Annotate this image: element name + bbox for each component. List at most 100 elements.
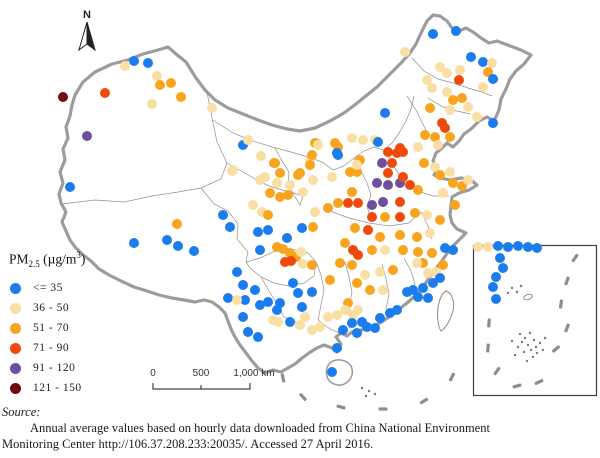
station-dot [422, 75, 432, 85]
station-dot [263, 210, 273, 220]
station-dot [523, 242, 533, 252]
station-dot [463, 102, 473, 112]
island-speck [518, 332, 522, 336]
station-dot [218, 210, 228, 220]
dash-segment [551, 345, 561, 353]
legend-title-sup: 3 [76, 250, 81, 260]
station-dot [207, 103, 217, 113]
station-dot [143, 58, 153, 68]
station-dot [232, 295, 242, 305]
legend-title-mid: (µg/m [39, 251, 77, 267]
station-dot [360, 270, 370, 280]
station-dot [325, 275, 335, 285]
station-dot [172, 219, 182, 229]
station-dot [297, 223, 307, 233]
island-speck [515, 290, 519, 294]
station-dot [223, 293, 233, 303]
station-dot [445, 167, 455, 177]
station-dot [532, 243, 542, 253]
station-dot [363, 225, 373, 235]
station-dot [410, 208, 420, 218]
legend-title-sub: 2.5 [28, 259, 40, 270]
island-speck [510, 286, 514, 290]
station-dot [297, 302, 307, 312]
station-dot [352, 167, 362, 177]
station-dot [285, 317, 295, 327]
station-dot [378, 285, 388, 295]
station-dot [478, 57, 488, 67]
station-dot [440, 243, 450, 253]
station-dot [466, 52, 476, 62]
station-dot [176, 92, 186, 102]
legend-class-label: 91 - 120 [33, 362, 76, 374]
station-dot [380, 245, 390, 255]
station-dot [472, 112, 482, 122]
source-line-1: Annual average values based on hourly da… [30, 421, 490, 435]
island-speck [513, 353, 517, 357]
island-speck [543, 336, 547, 340]
station-dot [152, 71, 162, 81]
station-dot [375, 313, 385, 323]
legend-class-label: 121 - 150 [33, 382, 82, 394]
station-dot [327, 172, 337, 182]
station-dot [333, 198, 343, 208]
dash-segment [487, 318, 491, 328]
station-dot [503, 242, 513, 252]
taiwan-island [437, 290, 455, 332]
station-dot [347, 260, 357, 270]
station-dot [493, 241, 503, 251]
station-dot [483, 242, 493, 252]
station-dot [513, 241, 523, 251]
station-dot [332, 343, 342, 353]
island-speck [541, 348, 545, 352]
station-dot [488, 282, 498, 292]
station-dot [358, 135, 368, 145]
station-dot [120, 61, 130, 71]
station-dot [367, 245, 377, 255]
station-dot [440, 123, 450, 133]
station-dot [82, 131, 92, 141]
legend-swatch [10, 362, 21, 374]
station-dot [232, 267, 242, 277]
station-dot [378, 197, 388, 207]
station-dot [383, 168, 393, 178]
station-dot [307, 150, 317, 160]
station-dot [256, 151, 266, 161]
legend-class-label: 71 - 90 [33, 342, 70, 354]
station-dot [273, 317, 283, 327]
island-speck [364, 394, 368, 398]
station-dot [162, 235, 172, 245]
legend-row-0: <= 35 [10, 278, 82, 298]
station-dot [428, 278, 438, 288]
station-dot [332, 148, 342, 158]
station-dot [372, 178, 382, 188]
station-dot [347, 133, 357, 143]
legend-row-2: 51 - 70 [10, 318, 82, 338]
station-dot [327, 367, 337, 377]
station-dot [340, 305, 350, 315]
station-dot [395, 230, 405, 240]
station-dot [100, 88, 110, 98]
island-speck [534, 345, 538, 349]
island-speck [529, 348, 533, 352]
station-dot [243, 327, 253, 337]
station-dot [430, 162, 440, 172]
station-dot [58, 92, 68, 102]
station-dot [395, 212, 405, 222]
station-dot [445, 132, 455, 142]
station-dot [347, 318, 357, 328]
station-dot [362, 322, 372, 332]
station-dot [343, 198, 353, 208]
station-dot [395, 143, 405, 153]
island-speck [516, 345, 520, 349]
station-dot [491, 294, 501, 304]
station-dot [155, 80, 165, 90]
dash-segment [571, 253, 579, 263]
station-dot [348, 310, 358, 320]
station-dot [238, 280, 248, 290]
station-dot [308, 222, 318, 232]
station-dot [307, 325, 317, 335]
station-dot [313, 140, 323, 150]
scale-label-0: 0 [150, 368, 156, 379]
